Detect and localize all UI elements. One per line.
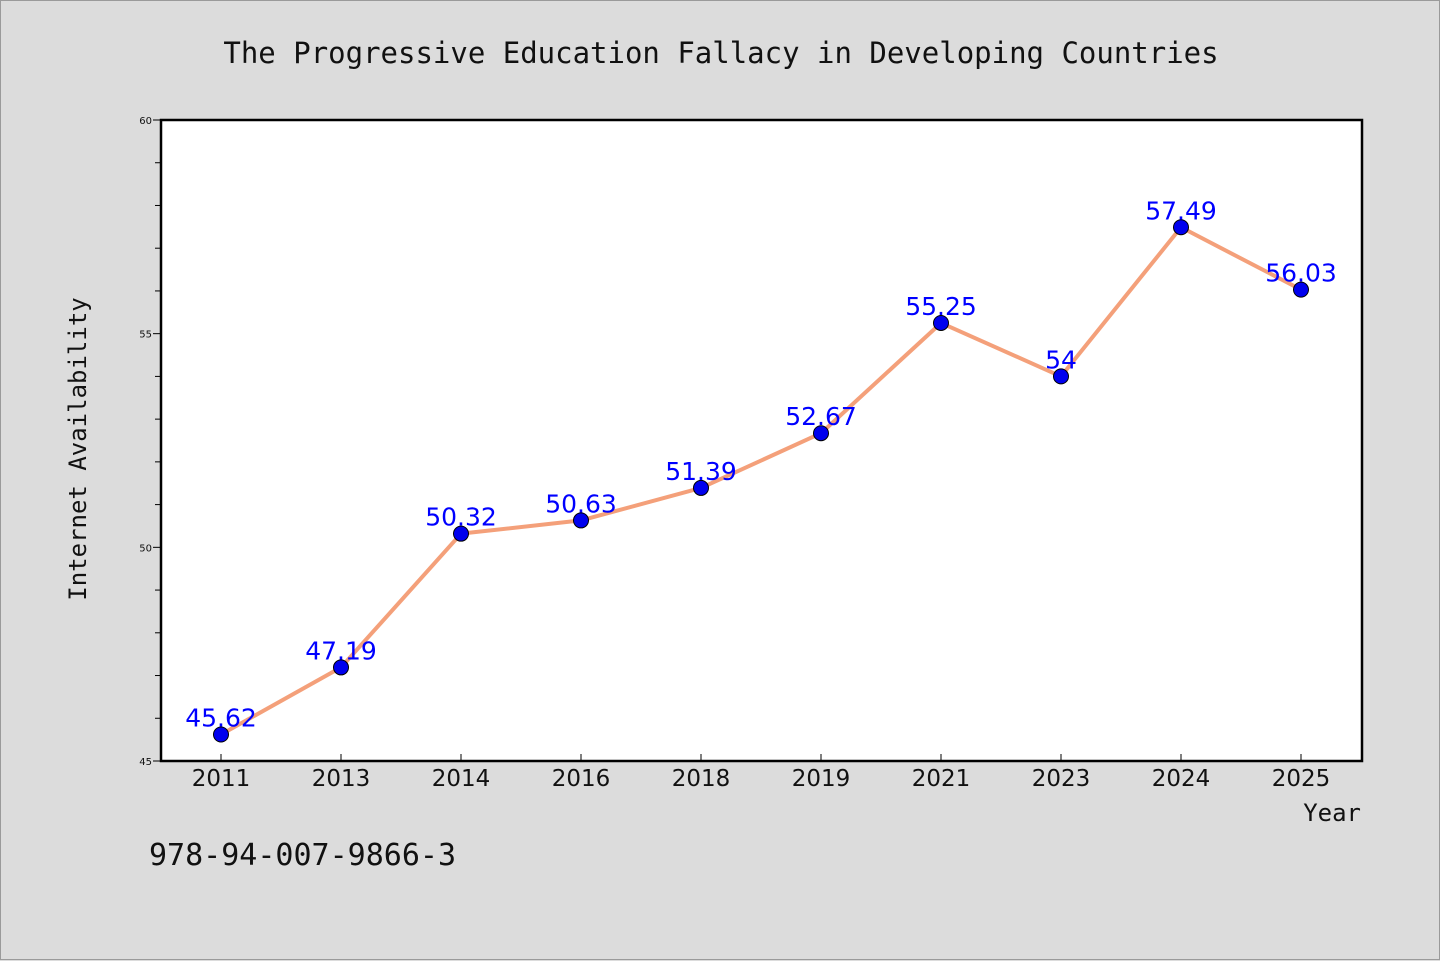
data-label: 47.19 xyxy=(305,636,377,665)
x-tick-label: 2014 xyxy=(432,766,491,792)
plot-area xyxy=(159,118,1364,763)
y-tick-label: 60 xyxy=(139,116,152,127)
data-point xyxy=(1053,368,1069,385)
x-tick-label: 2019 xyxy=(792,766,851,792)
data-point xyxy=(1293,281,1309,298)
data-point xyxy=(693,479,709,496)
y-tick-label: 45 xyxy=(139,757,152,768)
x-tick-label: 2016 xyxy=(552,766,611,792)
data-point xyxy=(453,525,469,542)
data-label: 50.32 xyxy=(425,503,497,532)
x-tick-label: 2023 xyxy=(1032,766,1091,792)
data-label: 51.39 xyxy=(665,457,737,486)
data-point xyxy=(1173,219,1189,236)
data-label: 45.62 xyxy=(185,704,257,733)
data-point xyxy=(933,314,949,331)
x-tick-label: 2013 xyxy=(312,766,371,792)
data-point xyxy=(813,425,829,442)
x-axis-ticks: 2011 2013 2014 2016 2018 2019 2021 2023 2024 2025 xyxy=(192,754,1331,792)
y-axis-ticks: 45 50 55 60 xyxy=(139,116,161,768)
data-label: 54 xyxy=(1045,345,1077,374)
y-tick-label: 50 xyxy=(139,543,152,554)
x-tick-label: 2025 xyxy=(1272,766,1331,792)
data-point xyxy=(573,512,589,529)
data-label: 56.03 xyxy=(1265,259,1337,288)
data-point xyxy=(333,659,349,676)
chart-title: The Progressive Education Fallacy in Dev… xyxy=(223,36,1218,70)
y-tick-label: 55 xyxy=(139,330,152,341)
data-label: 50.63 xyxy=(545,489,617,518)
series-line xyxy=(220,225,1302,737)
y-axis-label: Internet Availability xyxy=(64,297,92,600)
isbn-label: 978-94-007-9866-3 xyxy=(149,838,456,873)
x-tick-label: 2021 xyxy=(912,766,971,792)
data-label: 55.25 xyxy=(905,292,977,321)
data-label: 52.67 xyxy=(785,402,857,431)
x-tick-label: 2011 xyxy=(192,766,251,792)
data-point xyxy=(213,726,229,743)
x-tick-label: 2018 xyxy=(672,766,731,792)
x-tick-label: 2024 xyxy=(1152,766,1211,792)
data-label: 57.49 xyxy=(1145,196,1217,225)
x-axis-label: Year xyxy=(1303,799,1361,827)
series-layer: 45.62 47.19 50.32 50.63 51.39 52.67 55.25 54 57.… xyxy=(185,196,1337,743)
